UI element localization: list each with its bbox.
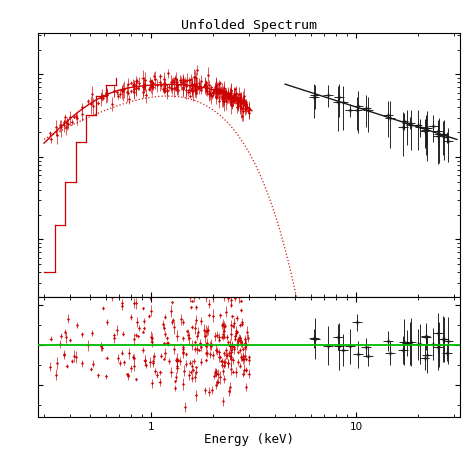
Title: Unfolded Spectrum: Unfolded Spectrum — [181, 19, 317, 32]
X-axis label: Energy (keV): Energy (keV) — [204, 433, 294, 447]
